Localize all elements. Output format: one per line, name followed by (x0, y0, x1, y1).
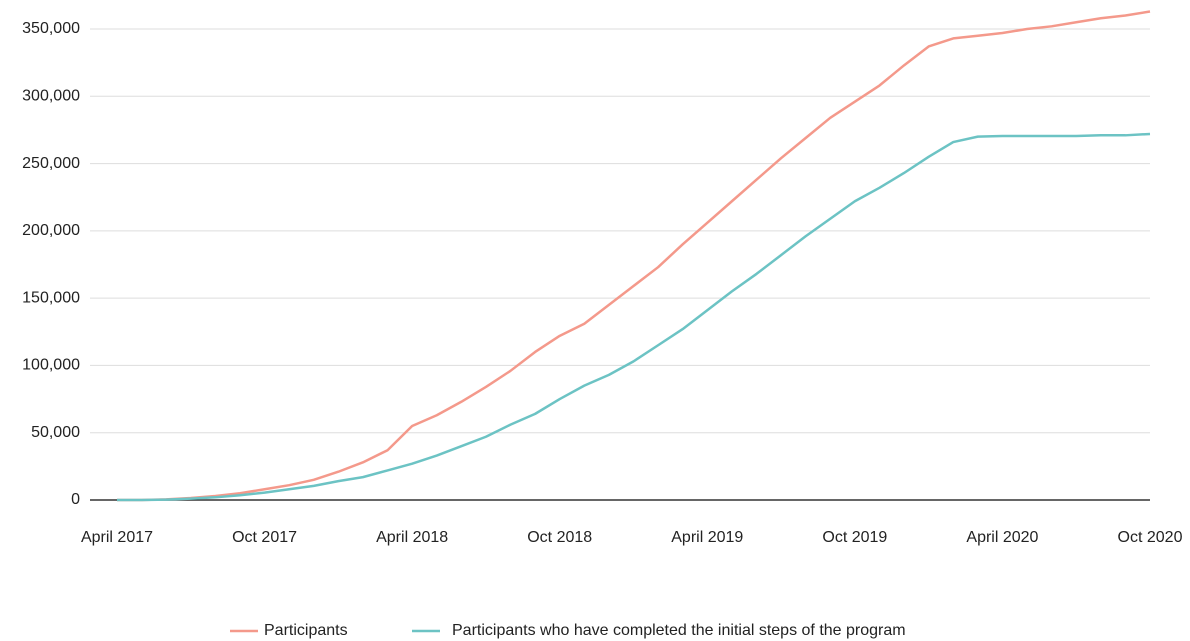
y-tick-label: 300,000 (22, 88, 80, 105)
y-tick-label: 50,000 (31, 424, 80, 441)
legend-label: Participants (264, 622, 348, 639)
x-tick-label: April 2017 (81, 529, 153, 546)
x-tick-label: April 2020 (966, 529, 1038, 546)
series-line (117, 132, 1151, 502)
y-tick-label: 100,000 (22, 357, 80, 374)
x-tick-label: Oct 2017 (232, 529, 297, 546)
y-tick-label: 250,000 (22, 155, 80, 172)
x-tick-label: Oct 2019 (822, 529, 887, 546)
y-tick-label: 0 (71, 491, 80, 508)
y-tick-label: 350,000 (22, 20, 80, 37)
x-tick-label: Oct 2018 (527, 529, 592, 546)
x-tick-label: Oct 2020 (1118, 529, 1183, 546)
x-tick-label: April 2018 (376, 529, 448, 546)
y-tick-label: 200,000 (22, 222, 80, 239)
y-tick-label: 150,000 (22, 289, 80, 306)
x-tick-label: April 2019 (671, 529, 743, 546)
series-line (117, 10, 1151, 502)
legend-label: Participants who have completed the init… (452, 622, 906, 639)
